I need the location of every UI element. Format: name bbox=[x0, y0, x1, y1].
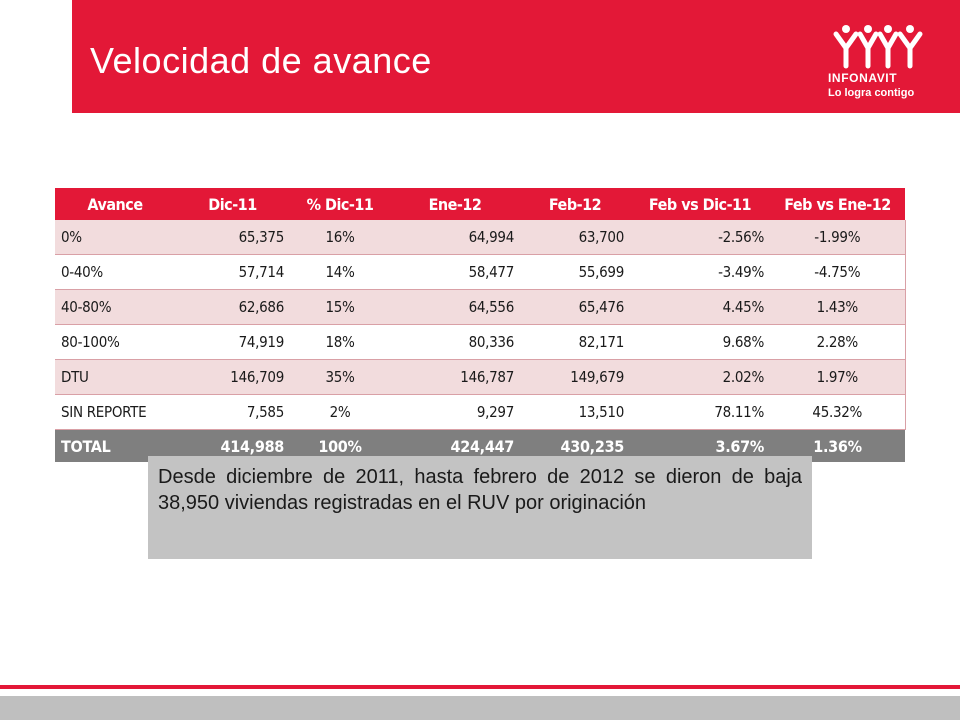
avance-table-container: Avance Dic-11 % Dic-11 Ene-12 Feb-12 Feb… bbox=[55, 188, 906, 462]
cell-dic-11: 146,709 bbox=[175, 359, 290, 395]
avance-table: Avance Dic-11 % Dic-11 Ene-12 Feb-12 Feb… bbox=[55, 188, 906, 462]
header-feb-12: Feb-12 bbox=[520, 188, 630, 220]
table-row: 0% 65,375 16% 64,994 63,700 -2.56% -1.99… bbox=[55, 220, 906, 255]
header-pct-dic-11: % Dic-11 bbox=[290, 188, 390, 220]
logo-tagline: Lo logra contigo bbox=[828, 87, 915, 99]
cell-ene-12: 64,556 bbox=[390, 289, 520, 325]
table-row: 40-80% 62,686 15% 64,556 65,476 4.45% 1.… bbox=[55, 289, 906, 325]
cell-pct-dic-11: 35% bbox=[290, 359, 390, 395]
cell-feb-vs-dic-11: 78.11% bbox=[630, 394, 770, 430]
cell-avance: 0-40% bbox=[55, 254, 175, 290]
cell-feb-vs-ene-12: 1.97% bbox=[770, 359, 906, 395]
cell-feb-vs-dic-11: 9.68% bbox=[630, 324, 770, 360]
table-header-row: Avance Dic-11 % Dic-11 Ene-12 Feb-12 Feb… bbox=[55, 188, 905, 220]
cell-avance: DTU bbox=[55, 359, 175, 395]
cell-pct-dic-11: 15% bbox=[290, 289, 390, 325]
cell-ene-12: 58,477 bbox=[390, 254, 520, 290]
cell-feb-vs-dic-11: -3.49% bbox=[630, 254, 770, 290]
cell-feb-vs-dic-11: 2.02% bbox=[630, 359, 770, 395]
cell-dic-11: 57,714 bbox=[175, 254, 290, 290]
cell-ene-12: 146,787 bbox=[390, 359, 520, 395]
header-dic-11: Dic-11 bbox=[175, 188, 290, 220]
header-feb-vs-ene-12: Feb vs Ene-12 bbox=[770, 188, 905, 220]
header-feb-vs-dic-11: Feb vs Dic-11 bbox=[630, 188, 770, 220]
cell-avance: SIN REPORTE bbox=[55, 394, 175, 430]
table-row: 80-100% 74,919 18% 80,336 82,171 9.68% 2… bbox=[55, 324, 906, 360]
cell-feb-vs-ene-12: -1.99% bbox=[770, 220, 906, 255]
table-row: SIN REPORTE 7,585 2% 9,297 13,510 78.11%… bbox=[55, 394, 906, 430]
infonavit-figures-icon bbox=[833, 25, 923, 69]
cell-feb-12: 63,700 bbox=[520, 220, 630, 255]
cell-avance: 80-100% bbox=[55, 324, 175, 360]
logo-name: INFONAVIT bbox=[828, 71, 898, 85]
infonavit-logo: INFONAVIT Lo logra contigo bbox=[828, 24, 928, 104]
cell-feb-vs-dic-11: -2.56% bbox=[630, 220, 770, 255]
cell-pct-dic-11: 2% bbox=[290, 394, 390, 430]
cell-feb-12: 55,699 bbox=[520, 254, 630, 290]
cell-pct-dic-11: 18% bbox=[290, 324, 390, 360]
cell-dic-11: 62,686 bbox=[175, 289, 290, 325]
cell-dic-11: 74,919 bbox=[175, 324, 290, 360]
cell-ene-12: 64,994 bbox=[390, 220, 520, 255]
cell-feb-vs-ene-12: 1.43% bbox=[770, 289, 906, 325]
footer-gray-bar bbox=[0, 696, 960, 720]
header-avance: Avance bbox=[55, 188, 175, 220]
cell-feb-vs-ene-12: 45.32% bbox=[770, 394, 906, 430]
cell-ene-12: 80,336 bbox=[390, 324, 520, 360]
header-left-strip bbox=[0, 0, 72, 105]
cell-pct-dic-11: 14% bbox=[290, 254, 390, 290]
cell-feb-vs-dic-11: 4.45% bbox=[630, 289, 770, 325]
cell-feb-vs-ene-12: 2.28% bbox=[770, 324, 906, 360]
total-feb-vs-ene-12: 1.36% bbox=[770, 429, 905, 462]
cell-avance: 0% bbox=[55, 220, 175, 255]
slide-title: Velocidad de avance bbox=[90, 40, 432, 81]
cell-pct-dic-11: 16% bbox=[290, 220, 390, 255]
cell-feb-12: 13,510 bbox=[520, 394, 630, 430]
footer-red-line bbox=[0, 685, 960, 689]
cell-feb-12: 149,679 bbox=[520, 359, 630, 395]
cell-feb-12: 65,476 bbox=[520, 289, 630, 325]
cell-avance: 40-80% bbox=[55, 289, 175, 325]
slide-header bbox=[72, 0, 960, 113]
header-ene-12: Ene-12 bbox=[390, 188, 520, 220]
cell-dic-11: 65,375 bbox=[175, 220, 290, 255]
summary-note: Desde diciembre de 2011, hasta febrero d… bbox=[148, 456, 812, 559]
cell-feb-vs-ene-12: -4.75% bbox=[770, 254, 906, 290]
cell-dic-11: 7,585 bbox=[175, 394, 290, 430]
cell-feb-12: 82,171 bbox=[520, 324, 630, 360]
table-row: 0-40% 57,714 14% 58,477 55,699 -3.49% -4… bbox=[55, 254, 906, 290]
table-row: DTU 146,709 35% 146,787 149,679 2.02% 1.… bbox=[55, 359, 906, 395]
cell-ene-12: 9,297 bbox=[390, 394, 520, 430]
